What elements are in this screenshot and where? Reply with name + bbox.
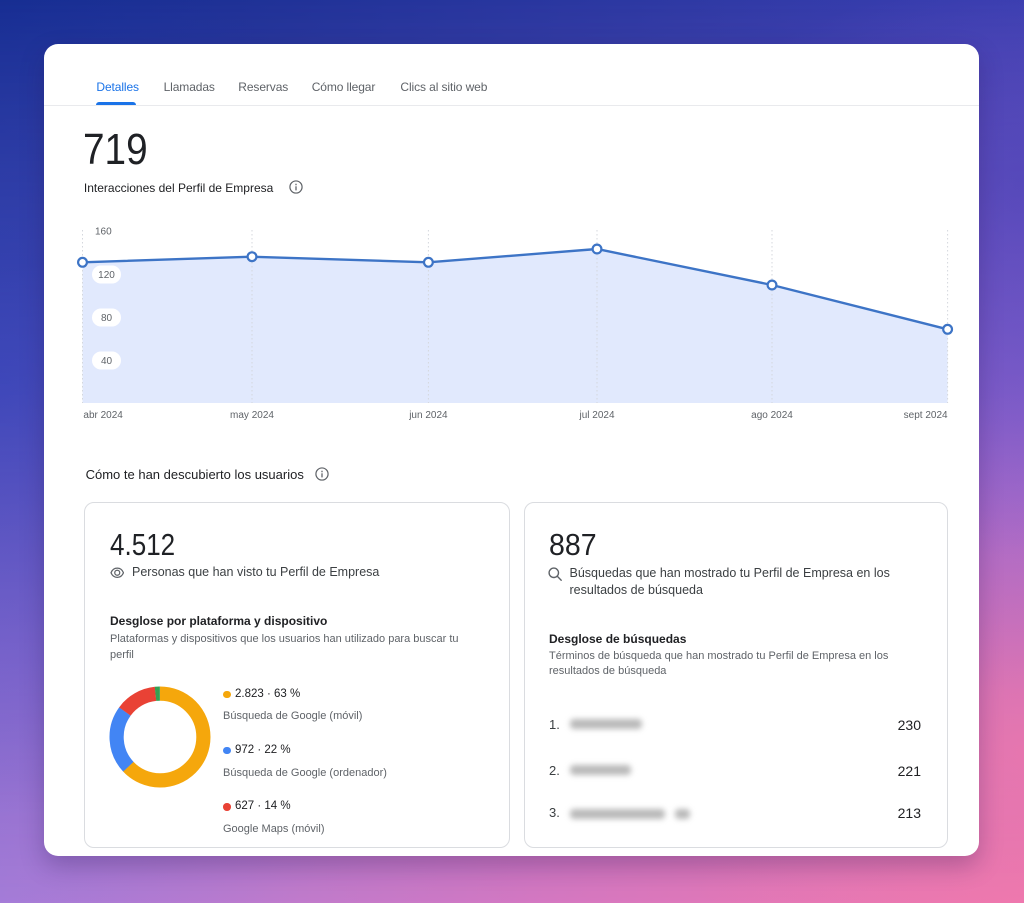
svg-text:sept 2024: sept 2024 xyxy=(904,410,948,421)
svg-text:40: 40 xyxy=(101,356,113,367)
svg-text:80: 80 xyxy=(101,313,113,324)
svg-text:jul 2024: jul 2024 xyxy=(578,410,614,421)
svg-text:jun 2024: jun 2024 xyxy=(408,410,448,421)
svg-text:abr 2024: abr 2024 xyxy=(83,410,123,421)
svg-text:may 2024: may 2024 xyxy=(230,410,274,421)
svg-text:ago 2024: ago 2024 xyxy=(751,410,793,421)
svg-text:160: 160 xyxy=(95,227,112,238)
svg-text:120: 120 xyxy=(98,270,115,281)
